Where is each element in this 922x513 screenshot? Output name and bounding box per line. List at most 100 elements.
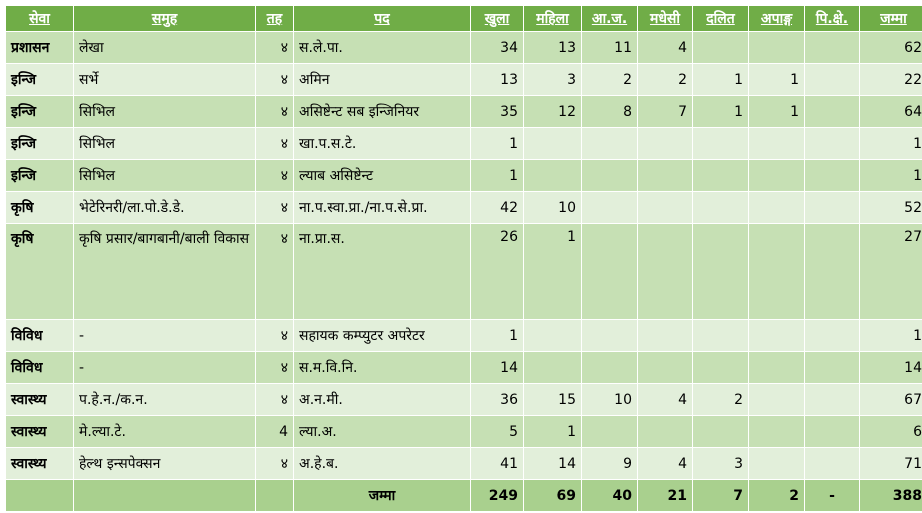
cell-dalit: [692, 319, 749, 352]
header-row: सेवा समुह तह पद खुला महिला आ.ज. मधेसी दल…: [5, 5, 922, 32]
cell-aaja: [581, 159, 638, 192]
cell-tah: ४: [255, 31, 294, 64]
table-row: कृषि भेटेरिनरी/ला.पो.डे.डे. ४ ना.प.स्वा.…: [5, 191, 922, 224]
cell-khula: 35: [470, 95, 524, 128]
cell-jamma: 22: [859, 63, 922, 96]
cell-seva: इन्जि: [5, 159, 74, 192]
header-apanga: अपाङ्ग: [748, 5, 805, 32]
cell-khula: 36: [470, 383, 524, 416]
cell-tah: 4: [255, 415, 294, 448]
cell-pad: स.म.वि.नि.: [293, 351, 471, 384]
cell-madhesi: [637, 415, 693, 448]
cell-seva: कृषि: [5, 191, 74, 224]
cell-seva: विविध: [5, 319, 74, 352]
cell-pikshe: [804, 351, 860, 384]
cell-dalit: [692, 223, 749, 320]
table-row: इन्जि सिभिल ४ ल्याब असिष्टेन्ट 1 1: [5, 159, 922, 192]
cell-khula: 42: [470, 191, 524, 224]
cell-seva: प्रशासन: [5, 31, 74, 64]
table-row: प्रशासन लेखा ४ स.ले.पा. 34 13 11 4 62: [5, 31, 922, 64]
cell-pad: ल्याब असिष्टेन्ट: [293, 159, 471, 192]
cell-khula: 5: [470, 415, 524, 448]
cell-apanga: [748, 223, 805, 320]
total-mahila: 69: [523, 479, 582, 512]
cell-apanga: [748, 31, 805, 64]
cell-mahila: [523, 127, 582, 160]
table-row: इन्जि सिभिल ४ असिष्टेन्ट सब इन्जिनियर 35…: [5, 95, 922, 128]
cell-khula: 26: [470, 223, 524, 320]
total-empty-samuh: [73, 479, 256, 512]
cell-pad: अमिन: [293, 63, 471, 96]
cell-mahila: [523, 351, 582, 384]
cell-pikshe: [804, 223, 860, 320]
header-khula: खुला: [470, 5, 524, 32]
cell-tah: ४: [255, 223, 294, 320]
cell-pad: ना.प्रा.स.: [293, 223, 471, 320]
cell-mahila: 12: [523, 95, 582, 128]
cell-madhesi: [637, 223, 693, 320]
cell-jamma: 52: [859, 191, 922, 224]
cell-seva: स्वास्थ्य: [5, 415, 74, 448]
total-label: जम्मा: [293, 479, 471, 512]
cell-apanga: [748, 383, 805, 416]
vacancy-table: सेवा समुह तह पद खुला महिला आ.ज. मधेसी दल…: [5, 5, 922, 512]
table-row: स्वास्थ्य प.हे.न./क.न. ४ अ.न.मी. 36 15 1…: [5, 383, 922, 416]
cell-mahila: 3: [523, 63, 582, 96]
cell-pikshe: [804, 159, 860, 192]
cell-dalit: [692, 191, 749, 224]
cell-mahila: [523, 319, 582, 352]
cell-dalit: [692, 415, 749, 448]
cell-pad: सहायक कम्प्युटर अपरेटर: [293, 319, 471, 352]
cell-aaja: [581, 223, 638, 320]
total-aaja: 40: [581, 479, 638, 512]
cell-apanga: [748, 159, 805, 192]
cell-samuh: सर्भे: [73, 63, 256, 96]
table-row: स्वास्थ्य मे.ल्या.टे. 4 ल्या.अ. 5 1 6: [5, 415, 922, 448]
cell-mahila: 1: [523, 223, 582, 320]
cell-samuh: लेखा: [73, 31, 256, 64]
cell-aaja: [581, 351, 638, 384]
cell-samuh: सिभिल: [73, 127, 256, 160]
cell-jamma: 1: [859, 127, 922, 160]
header-tah: तह: [255, 5, 294, 32]
cell-apanga: [748, 127, 805, 160]
cell-jamma: 1: [859, 319, 922, 352]
total-empty-tah: [255, 479, 294, 512]
cell-mahila: 10: [523, 191, 582, 224]
cell-seva: विविध: [5, 351, 74, 384]
cell-jamma: 27: [859, 223, 922, 320]
header-jamma: जम्मा: [859, 5, 922, 32]
total-row: जम्मा 249 69 40 21 7 2 - 388: [5, 479, 922, 512]
cell-apanga: [748, 351, 805, 384]
cell-tah: ४: [255, 95, 294, 128]
cell-tah: ४: [255, 191, 294, 224]
cell-aaja: 10: [581, 383, 638, 416]
header-pikshe: पि.क्षे.: [804, 5, 860, 32]
cell-mahila: [523, 159, 582, 192]
cell-jamma: 14: [859, 351, 922, 384]
cell-madhesi: 4: [637, 31, 693, 64]
cell-madhesi: [637, 127, 693, 160]
header-dalit: दलित: [692, 5, 749, 32]
cell-madhesi: 4: [637, 447, 693, 480]
cell-tah: ४: [255, 127, 294, 160]
cell-pikshe: [804, 63, 860, 96]
cell-samuh: मे.ल्या.टे.: [73, 415, 256, 448]
cell-aaja: [581, 415, 638, 448]
cell-dalit: [692, 127, 749, 160]
cell-apanga: [748, 319, 805, 352]
header-aaja: आ.ज.: [581, 5, 638, 32]
cell-pad: खा.प.स.टे.: [293, 127, 471, 160]
cell-mahila: 14: [523, 447, 582, 480]
cell-khula: 1: [470, 127, 524, 160]
header-seva: सेवा: [5, 5, 74, 32]
cell-madhesi: 2: [637, 63, 693, 96]
cell-madhesi: [637, 319, 693, 352]
cell-samuh: सिभिल: [73, 159, 256, 192]
cell-tah: ४: [255, 159, 294, 192]
cell-seva: इन्जि: [5, 95, 74, 128]
cell-samuh: -: [73, 319, 256, 352]
cell-dalit: 3: [692, 447, 749, 480]
cell-jamma: 62: [859, 31, 922, 64]
cell-seva: स्वास्थ्य: [5, 383, 74, 416]
